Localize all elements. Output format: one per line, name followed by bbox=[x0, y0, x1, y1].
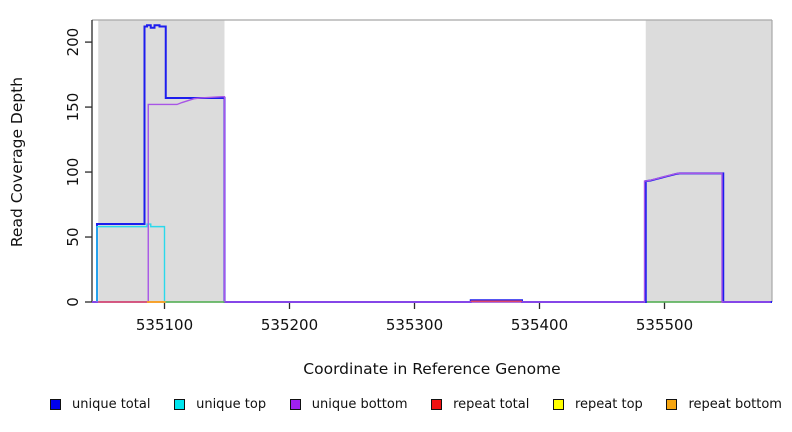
x-axis: 535100 535200 535300 535400 535500 bbox=[136, 302, 693, 334]
series-line-unique-top bbox=[96, 223, 170, 303]
legend-item-repeat-bottom: repeat bottom bbox=[666, 397, 782, 412]
series-line-unique-bottom bbox=[92, 95, 771, 303]
legend-label: unique top bbox=[196, 396, 267, 412]
legend-label: unique total bbox=[72, 396, 151, 412]
series-lines bbox=[92, 24, 772, 303]
x-tick-label: 535500 bbox=[636, 316, 693, 334]
x-tick-label: 535100 bbox=[136, 316, 193, 334]
legend-swatch-unique-total bbox=[50, 398, 61, 410]
legend-label: unique bottom bbox=[311, 396, 408, 412]
legend-label: repeat bottom bbox=[688, 396, 782, 412]
shaded-region bbox=[645, 20, 772, 302]
legend-item-unique-top: unique top bbox=[174, 397, 266, 412]
legend-label: repeat top bbox=[575, 396, 643, 412]
legend-item-repeat-top: repeat top bbox=[553, 397, 643, 412]
legend-swatch-repeat-top bbox=[553, 398, 564, 410]
y-tick-label: 50 bbox=[64, 227, 82, 246]
y-tick-label: 100 bbox=[64, 158, 82, 187]
y-axis: 0 50 100 150 200 bbox=[64, 28, 92, 307]
x-axis-title: Coordinate in Reference Genome bbox=[303, 360, 561, 378]
legend-item-unique-total: unique total bbox=[50, 397, 150, 412]
legend-item-repeat-total: repeat total bbox=[431, 397, 529, 412]
plot-canvas: 535100 535200 535300 535400 535500 0 50 100 150 2… bbox=[64, 19, 773, 334]
legend-label: repeat total bbox=[453, 396, 530, 412]
y-axis-title: Read Coverage Depth bbox=[8, 76, 26, 248]
legend-item-unique-bottom: unique bottom bbox=[289, 396, 408, 412]
y-tick-label: 200 bbox=[64, 28, 82, 57]
x-tick-label: 535200 bbox=[261, 316, 318, 334]
y-tick-label: 0 bbox=[64, 297, 82, 307]
shaded-regions bbox=[98, 20, 772, 302]
shaded-region bbox=[98, 20, 225, 302]
legend-swatch-repeat-bottom bbox=[666, 398, 678, 410]
x-tick-label: 535400 bbox=[511, 316, 568, 334]
legend-swatch-repeat-total bbox=[431, 398, 443, 410]
legend: unique total unique top unique bottom repea… bbox=[0, 391, 792, 417]
y-tick-label: 150 bbox=[64, 93, 82, 122]
legend-swatch-unique-top bbox=[174, 398, 186, 410]
x-tick-label: 535300 bbox=[386, 316, 443, 334]
legend-swatch-unique-bottom bbox=[289, 398, 301, 410]
